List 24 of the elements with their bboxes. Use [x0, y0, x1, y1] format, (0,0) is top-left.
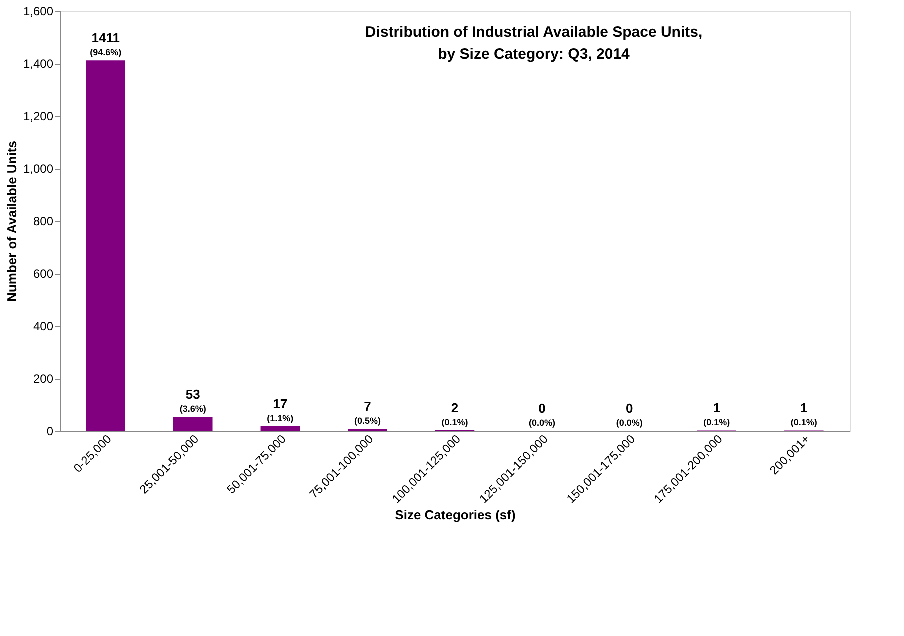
y-tick-label: 200: [33, 372, 54, 386]
text: 1 (0.1%): [704, 400, 730, 428]
text: 0 (0.0%): [616, 401, 643, 428]
text: 17 (1.1%): [267, 396, 294, 424]
y-tick-label: 1,600: [23, 4, 54, 18]
text: Distribution of Industrial Available Space Units, by Size Category: Q3, 2014: [365, 24, 703, 63]
y-tick-label: 800: [33, 214, 54, 228]
y-tick-label: 1,400: [23, 57, 54, 71]
x-axis-title: Size Categories (sf): [395, 507, 516, 522]
text: 7 (0.5%): [354, 399, 381, 426]
text: 2 (0.1%): [442, 400, 468, 428]
y-tick-label: 600: [33, 267, 54, 281]
y-tick-label: 1,000: [23, 162, 54, 176]
bar: [173, 417, 213, 431]
y-tick-label: 400: [33, 320, 54, 334]
bar: [86, 60, 126, 431]
y-tick-label: 1,200: [23, 110, 54, 124]
bar: [260, 426, 300, 431]
y-tick-label: 0: [46, 424, 54, 438]
y-axis-title: Number of Available Units: [4, 141, 20, 302]
text: 1411 (94.6%): [90, 30, 122, 58]
text: 1 (0.1%): [790, 400, 818, 428]
text: 53 (3.6%): [180, 387, 206, 414]
text: 0 (0.0%): [529, 401, 556, 428]
